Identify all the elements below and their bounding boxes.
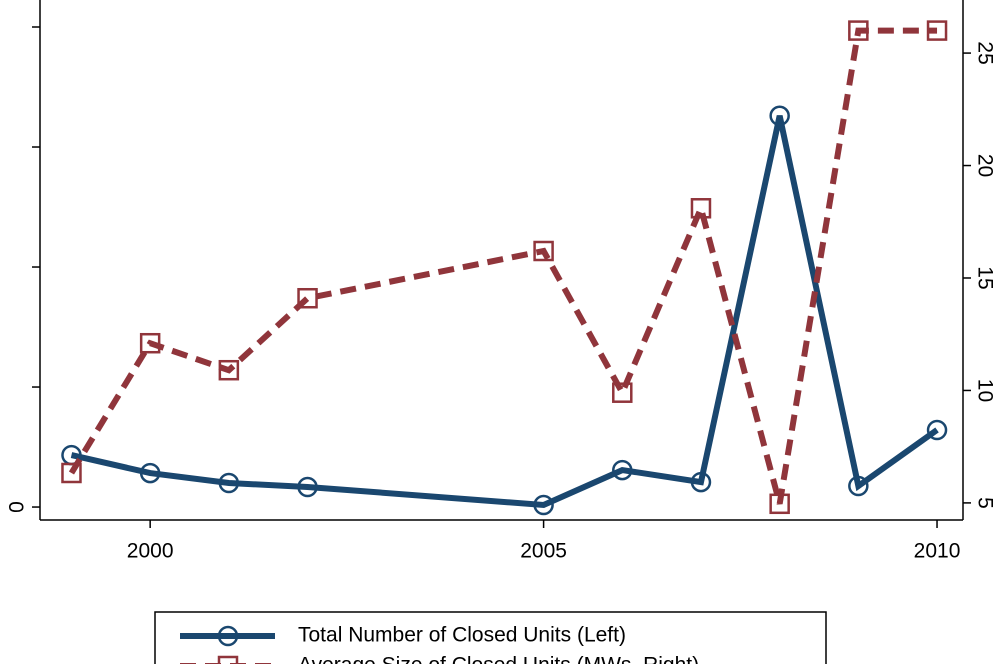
x-tick-label: 2010 [914, 540, 961, 563]
point [218, 472, 240, 494]
y2-tick-label: 5 [973, 497, 996, 509]
point [612, 382, 633, 403]
point [690, 198, 712, 219]
series-line [70, 115, 939, 509]
y2-tick-label: 20 [973, 154, 996, 177]
point [533, 494, 554, 516]
point [139, 332, 161, 354]
legend-marker [217, 625, 239, 647]
point [139, 462, 161, 484]
point [297, 287, 318, 309]
y2-tick-label: 15 [973, 266, 996, 289]
point [769, 105, 790, 127]
point [61, 462, 82, 484]
legend-label: Total Number of Closed Units (Left) [298, 624, 626, 647]
legend-marker [217, 655, 239, 664]
point [297, 476, 318, 498]
y-tick-label: 0 [6, 501, 29, 513]
series-line [68, 27, 938, 505]
y2-tick-label: 10 [973, 379, 996, 402]
point [848, 20, 869, 41]
point [926, 20, 948, 41]
y2-tick-label: 25 [973, 41, 996, 64]
x-tick-label: 2000 [127, 540, 174, 563]
point [612, 459, 633, 481]
point [848, 475, 869, 497]
x-tick-label: 2005 [520, 540, 567, 563]
point [926, 419, 948, 441]
point [690, 471, 712, 493]
point [218, 359, 240, 381]
legend-label: Average Size of Closed Units (MWs, Right… [298, 654, 699, 664]
point [769, 493, 790, 515]
point [533, 240, 554, 262]
